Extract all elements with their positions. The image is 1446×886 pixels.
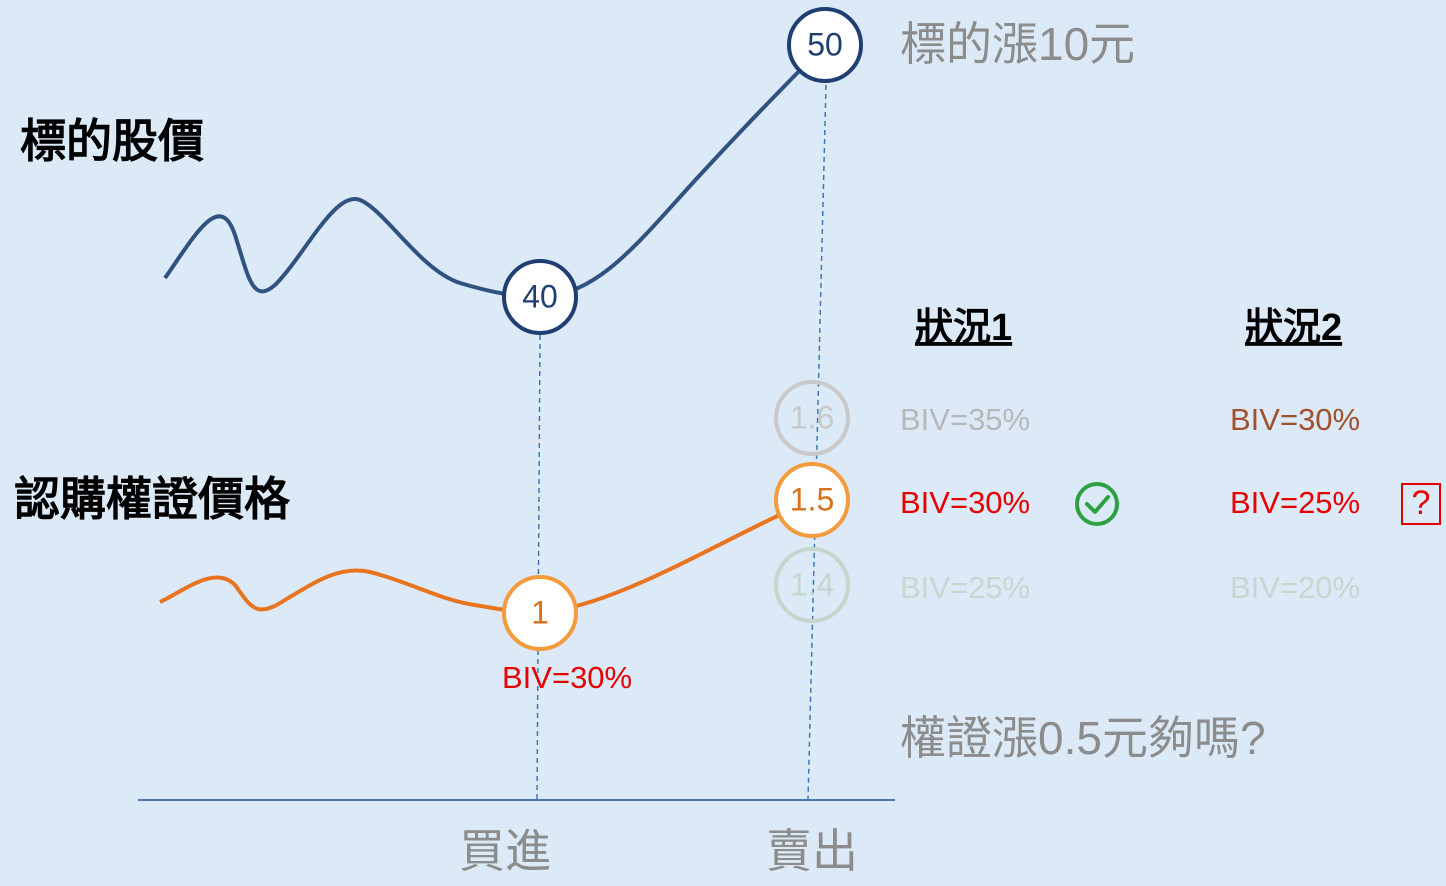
scenario-biv: BIV=25% <box>900 570 1030 605</box>
warrant-sell-label: 1.5 <box>790 481 834 517</box>
scenario-biv: BIV=30% <box>900 485 1030 520</box>
question-note: 權證漲0.5元夠嗎? <box>900 712 1266 764</box>
question-box <box>1401 483 1441 525</box>
stock-sell-label: 50 <box>807 26 843 62</box>
warrant-title: 認購權證價格 <box>14 473 291 525</box>
scenario-title: 狀況2 <box>1245 307 1342 349</box>
check-mark <box>1085 495 1110 514</box>
stock-buy-node <box>502 259 578 335</box>
warrant-buy-label: 1 <box>531 594 549 630</box>
warrant-up-label: 1.6 <box>790 399 834 435</box>
warrant-sell-node <box>774 462 850 538</box>
buy-biv: BIV=30% <box>502 660 632 695</box>
check-icon <box>1075 482 1119 526</box>
axis-label: 買進 <box>459 825 551 877</box>
question-mark: ? <box>1412 484 1431 522</box>
warrant-buy-node <box>502 575 578 651</box>
warrant-down-node <box>774 547 850 623</box>
warrant-curve <box>159 498 813 616</box>
scenario-biv: BIV=20% <box>1230 570 1360 605</box>
axis-label: 賣出 <box>766 825 858 877</box>
stock-curve <box>163 43 827 300</box>
warrant-down-label: 1.4 <box>790 566 834 602</box>
stock-rise-note: 標的漲10元 <box>900 18 1135 70</box>
scenario-biv: BIV=35% <box>900 402 1030 437</box>
scenario-biv: BIV=30% <box>1230 402 1360 437</box>
sell-guide <box>807 84 827 801</box>
buy-guide <box>536 334 541 801</box>
stock-title: 標的股價 <box>20 115 204 167</box>
stock-sell-node <box>787 7 863 83</box>
scenario-biv: BIV=25% <box>1230 485 1360 520</box>
stock-buy-label: 40 <box>522 278 558 314</box>
scenario-title: 狀況1 <box>915 307 1012 349</box>
warrant-up-node <box>774 380 850 456</box>
